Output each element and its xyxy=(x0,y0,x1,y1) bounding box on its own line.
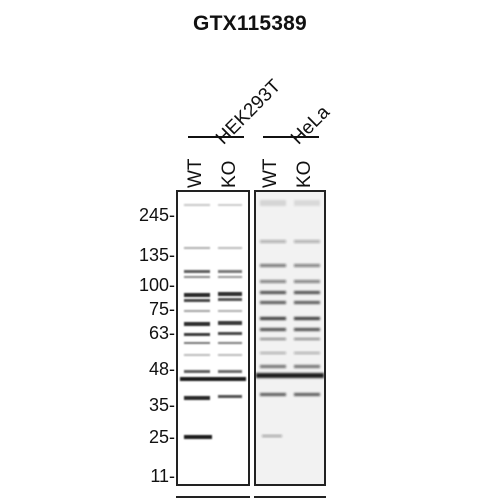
mw-marker-135: 135- xyxy=(138,245,175,265)
lane-label-hek-ko: KO xyxy=(219,160,240,188)
cell-line-bracket-hela xyxy=(263,136,319,138)
blot-image-hek293t xyxy=(180,204,246,439)
cell-line-bracket-hek293t xyxy=(188,136,244,138)
blot-panel-hela xyxy=(254,190,326,486)
blot-image-hela xyxy=(256,200,324,437)
mw-marker-100: 100- xyxy=(138,275,175,295)
mw-marker-48: 48- xyxy=(148,359,175,379)
cell-line-label-hek293t: HEK293T xyxy=(212,75,286,149)
blot-panel-hek293t xyxy=(176,190,250,486)
mw-marker-63: 63- xyxy=(148,323,175,343)
lane-label-hek-wt: WT xyxy=(185,158,206,188)
antibody-title: GTX115389 xyxy=(193,12,307,35)
mw-marker-75: 75- xyxy=(148,299,175,319)
mw-marker-11: 11- xyxy=(150,466,175,486)
lane-label-hela-ko: KO xyxy=(294,160,315,188)
lower-panel-edge-right xyxy=(254,496,326,498)
lower-panel-edge-left xyxy=(176,496,250,498)
mw-marker-25: 25- xyxy=(148,427,175,447)
mw-marker-35: 35- xyxy=(148,395,175,415)
mw-marker-245: 245- xyxy=(138,205,175,225)
cell-line-label-hela: HeLa xyxy=(287,101,334,149)
lane-label-hela-wt: WT xyxy=(260,158,281,188)
